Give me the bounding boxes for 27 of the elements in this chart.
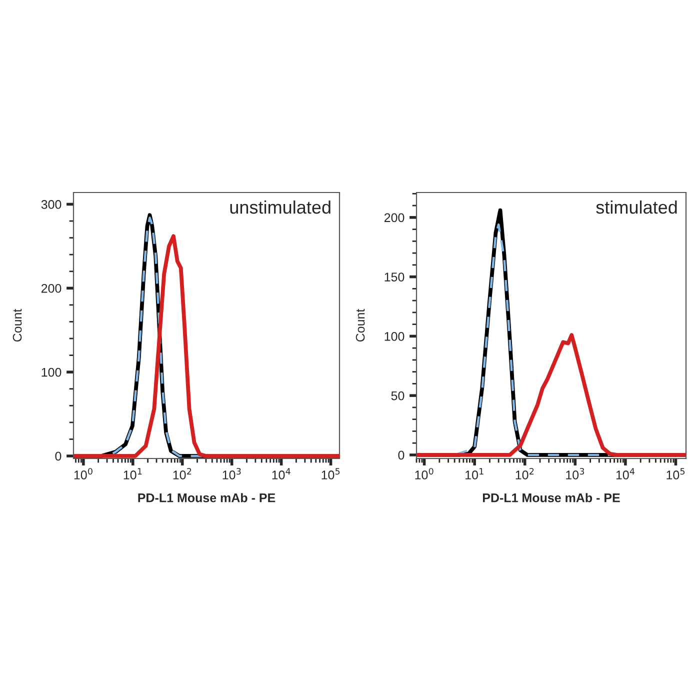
x-tick-label: 10$^{3}$	[566, 468, 584, 480]
x-axis-title: PD-L1 Mouse mAb - PE	[482, 493, 620, 502]
x-tick-label: 10$^{1}$	[466, 468, 484, 480]
y-axis-title: Count	[12, 308, 22, 342]
y-tick-label: 300	[41, 200, 62, 209]
y-tick-label: 200	[384, 213, 404, 222]
x-tick-label: 10$^{0}$	[74, 468, 92, 480]
y-tick-label: 0	[398, 450, 404, 460]
x-tick-label: 10$^{4}$	[616, 468, 635, 480]
annotation: stimulated	[596, 200, 677, 214]
x-axis-title: PD-L1 Mouse mAb - PE	[138, 493, 276, 502]
x-tick-label: 10$^{5}$	[322, 468, 340, 480]
x-tick-label: 10$^{3}$	[222, 468, 241, 480]
x-tick-label: 10$^{2}$	[516, 468, 534, 480]
y-tick-label: 50	[391, 391, 404, 400]
annotation: unstimulated	[230, 200, 330, 214]
y-tick-label: 150	[384, 272, 404, 282]
x-tick-label: 10$^{2}$	[173, 468, 192, 480]
x-tick-label: 10$^{1}$	[124, 468, 142, 480]
y-tick-label: 0	[55, 452, 62, 461]
x-tick-label: 10$^{4}$	[272, 468, 290, 480]
x-tick-label: 10$^{5}$	[666, 468, 685, 480]
x-tick-label: 10$^{0}$	[415, 468, 434, 480]
y-tick-label: 100	[384, 332, 404, 341]
y-tick-label: 200	[41, 284, 62, 293]
y-tick-label: 100	[42, 368, 62, 377]
y-axis-title: Count	[356, 308, 365, 342]
